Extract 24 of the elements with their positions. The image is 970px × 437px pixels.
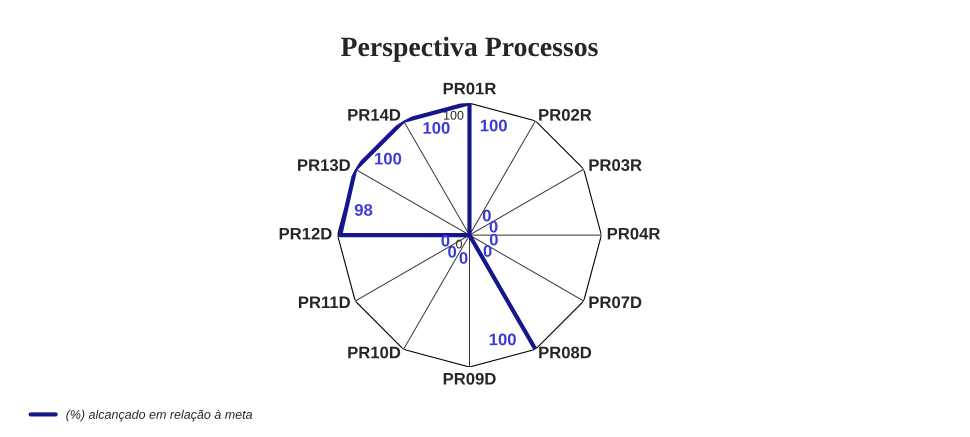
spoke-label: PR13D xyxy=(298,159,350,172)
data-label: 0 xyxy=(490,234,498,246)
spoke-label: PR14D xyxy=(348,109,400,121)
data-label: 0 xyxy=(484,245,492,257)
data-label: 0 xyxy=(490,220,498,233)
data-label: 98 xyxy=(354,204,372,216)
legend-label: (%) alcançado em relação à meta xyxy=(66,410,252,422)
spoke-label: PR12D xyxy=(280,228,332,240)
data-label: 0 xyxy=(441,234,450,247)
spoke-label: PR07D xyxy=(589,296,642,308)
spoke-label: PR10D xyxy=(348,346,400,358)
spoke-label: PR04R xyxy=(608,228,660,240)
spoke-label: PR03R xyxy=(589,159,642,172)
spoke-label: PR08D xyxy=(539,346,592,358)
data-label: 0 xyxy=(482,210,491,222)
data-label: 100 xyxy=(480,120,507,132)
spoke-label: PR01R xyxy=(444,82,496,94)
chart-title: Perspectiva Processos xyxy=(340,36,598,62)
data-label: 100 xyxy=(424,122,450,134)
spoke-label: PR11D xyxy=(298,296,350,308)
data-label: 100 xyxy=(375,152,402,165)
spoke-label: PR02R xyxy=(539,108,592,121)
spoke-label: PR09D xyxy=(444,372,496,385)
data-label: 100 xyxy=(490,334,516,346)
